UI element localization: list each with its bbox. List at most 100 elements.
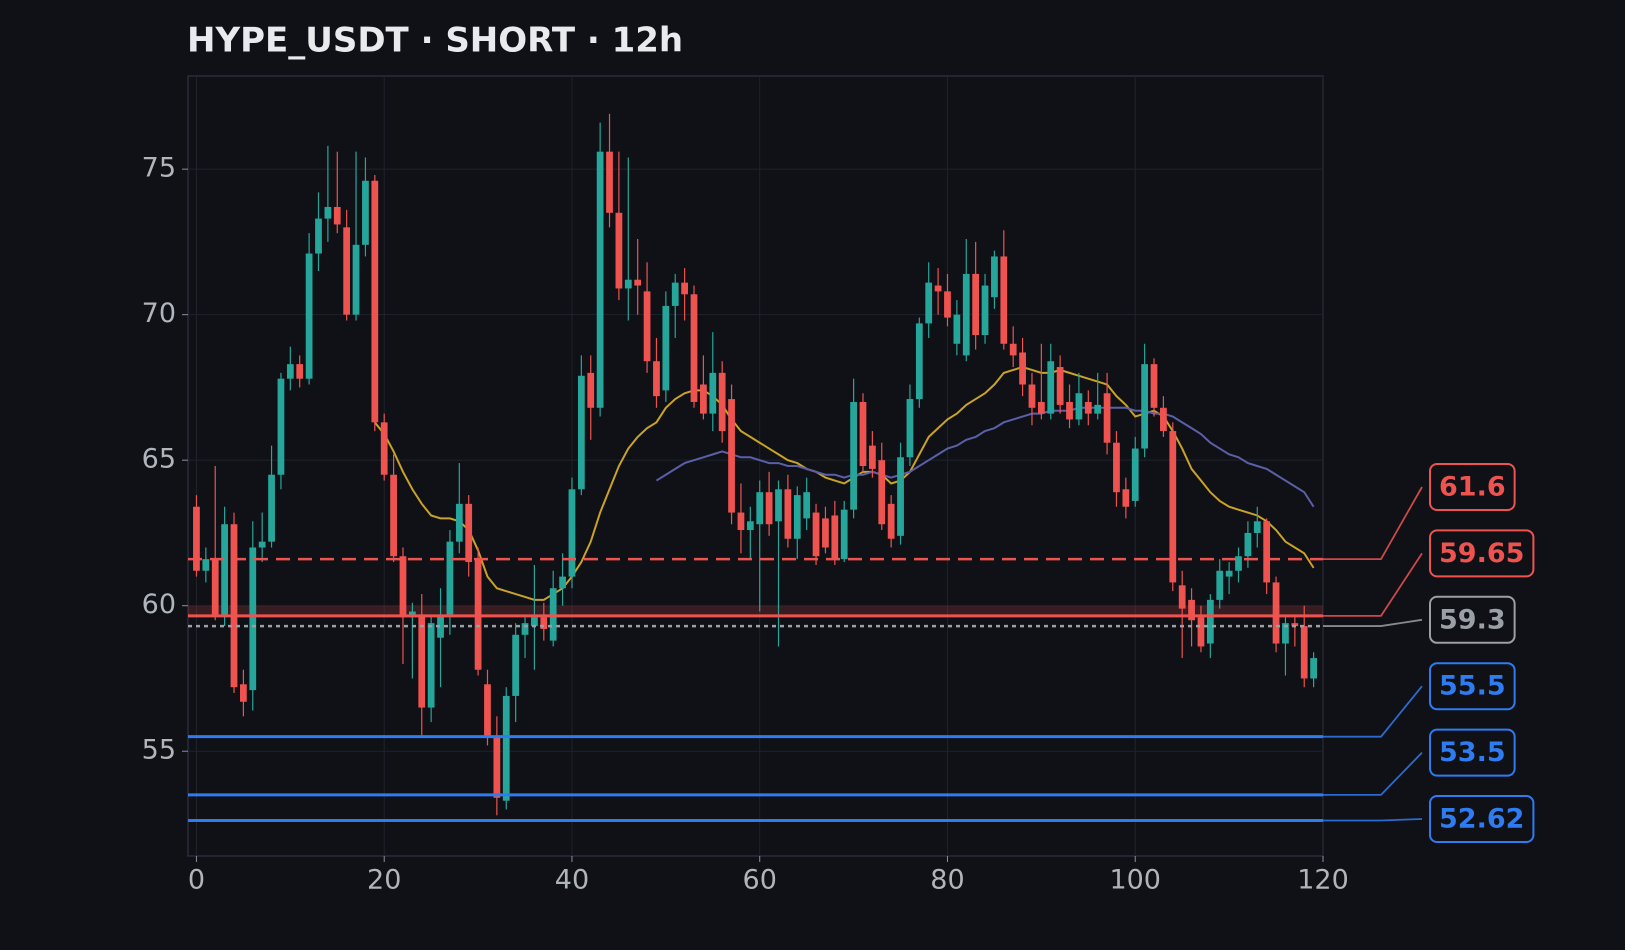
candle-body bbox=[803, 492, 811, 519]
candle-body bbox=[887, 503, 895, 539]
level-label: 59.65 bbox=[1439, 538, 1524, 569]
candle-body bbox=[1000, 256, 1008, 344]
y-tick-label: 75 bbox=[142, 153, 176, 184]
level-label: 61.6 bbox=[1439, 472, 1506, 503]
candle-body bbox=[559, 576, 566, 589]
candle-body bbox=[211, 559, 219, 615]
x-tick-label: 80 bbox=[930, 865, 964, 896]
candle-body bbox=[934, 285, 942, 292]
candle-body bbox=[1056, 367, 1064, 405]
zone bbox=[188, 605, 1323, 616]
candle-body bbox=[991, 256, 998, 298]
candle-body bbox=[1066, 401, 1073, 420]
candle-body bbox=[784, 489, 792, 539]
y-tick-label: 60 bbox=[142, 589, 176, 620]
candle-body bbox=[521, 623, 529, 635]
candle-body bbox=[1225, 570, 1233, 577]
candle-body bbox=[1160, 407, 1167, 432]
candle-body bbox=[277, 378, 285, 475]
candle-body bbox=[465, 503, 473, 563]
candle-body bbox=[380, 422, 388, 475]
candle-body bbox=[333, 206, 341, 225]
plot-area bbox=[187, 75, 1324, 857]
candle-body bbox=[1206, 599, 1214, 644]
level-label-box bbox=[1429, 529, 1535, 578]
level-label: 53.5 bbox=[1439, 737, 1506, 768]
x-tick-label: 20 bbox=[367, 865, 401, 896]
candle-body bbox=[1084, 401, 1092, 414]
candle-body bbox=[690, 294, 698, 402]
level-label-box bbox=[1429, 795, 1535, 843]
level-connector bbox=[1323, 552, 1423, 617]
candle-body bbox=[869, 445, 876, 469]
candle-body bbox=[1178, 585, 1186, 609]
level-label: 55.5 bbox=[1439, 671, 1506, 702]
x-tick-label: 60 bbox=[743, 865, 777, 896]
candle-body bbox=[915, 323, 923, 400]
candle-body bbox=[765, 492, 773, 525]
candle-body bbox=[390, 474, 397, 557]
candle-body bbox=[1169, 431, 1177, 583]
candle-body bbox=[1150, 364, 1158, 408]
candle-body bbox=[831, 515, 839, 560]
candle-body bbox=[230, 524, 238, 688]
candle-body bbox=[352, 244, 360, 315]
candle-body bbox=[305, 253, 313, 379]
candle-body bbox=[502, 695, 510, 801]
candle-body bbox=[296, 364, 304, 379]
candle-body bbox=[746, 521, 754, 531]
candle-body bbox=[972, 273, 980, 336]
candle-body bbox=[1188, 599, 1195, 621]
candle-body bbox=[568, 489, 576, 577]
candle-body bbox=[493, 736, 501, 798]
candle-body bbox=[897, 457, 904, 536]
candle-body bbox=[812, 512, 820, 557]
candle-body bbox=[596, 151, 604, 408]
candle-body bbox=[577, 375, 585, 490]
candle-body bbox=[906, 399, 914, 458]
candle-body bbox=[484, 684, 491, 737]
y-tick-label: 55 bbox=[142, 735, 176, 766]
level-connector bbox=[1323, 618, 1423, 627]
candle-body bbox=[1291, 623, 1299, 627]
level-label-box bbox=[1429, 463, 1516, 511]
x-tick-label: 120 bbox=[1297, 865, 1349, 896]
candle-body bbox=[1075, 393, 1083, 420]
level-label: 59.3 bbox=[1439, 604, 1506, 635]
candle-body bbox=[671, 282, 679, 306]
candle-body bbox=[258, 541, 266, 548]
candle-body bbox=[1263, 521, 1271, 583]
candle-body bbox=[1009, 343, 1017, 356]
candle-body bbox=[962, 273, 970, 356]
candle-body bbox=[681, 282, 689, 295]
candle-body bbox=[531, 617, 538, 627]
candle-body bbox=[324, 206, 332, 219]
candle-body bbox=[662, 305, 670, 391]
candle-body bbox=[1019, 352, 1026, 385]
x-tick-label: 100 bbox=[1109, 865, 1161, 896]
candle-body bbox=[709, 372, 717, 414]
candle-body bbox=[202, 559, 210, 571]
candle-body bbox=[775, 489, 782, 522]
candle-body bbox=[878, 460, 886, 525]
candle-body bbox=[240, 684, 247, 702]
candle-body bbox=[418, 614, 426, 708]
level-label-box bbox=[1429, 728, 1516, 777]
candle-body bbox=[1253, 521, 1261, 533]
moving-average-line bbox=[655, 406, 1315, 508]
candle-body bbox=[615, 212, 623, 289]
level-connector bbox=[1323, 486, 1423, 561]
candle-body bbox=[268, 474, 275, 542]
candle-body bbox=[1300, 626, 1308, 679]
candle-body bbox=[1216, 570, 1224, 600]
candle-body bbox=[1272, 582, 1280, 644]
candle-body bbox=[446, 541, 454, 615]
candle-body bbox=[944, 291, 951, 318]
candle-body bbox=[1037, 401, 1045, 414]
candle-body bbox=[718, 372, 726, 432]
level-connector bbox=[1323, 818, 1423, 822]
y-tick-label: 65 bbox=[142, 444, 176, 475]
candle-body bbox=[981, 285, 989, 336]
candle-body bbox=[1113, 442, 1120, 493]
candle-body bbox=[653, 361, 660, 397]
